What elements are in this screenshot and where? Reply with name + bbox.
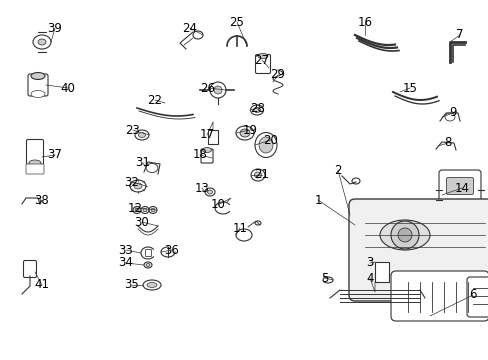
Bar — [207, 130, 218, 144]
Text: 1: 1 — [314, 194, 321, 207]
Ellipse shape — [130, 180, 146, 192]
Text: 31: 31 — [135, 157, 150, 170]
FancyBboxPatch shape — [466, 277, 488, 317]
Text: 5: 5 — [321, 271, 328, 284]
Text: 14: 14 — [453, 181, 468, 194]
Text: 21: 21 — [254, 168, 269, 181]
FancyBboxPatch shape — [438, 170, 480, 216]
Text: 23: 23 — [125, 123, 140, 136]
Ellipse shape — [31, 90, 45, 98]
Ellipse shape — [147, 283, 157, 288]
Ellipse shape — [38, 39, 46, 45]
Text: 29: 29 — [270, 68, 285, 81]
FancyBboxPatch shape — [348, 199, 488, 301]
Text: 32: 32 — [124, 175, 139, 189]
Ellipse shape — [379, 220, 429, 250]
FancyBboxPatch shape — [23, 261, 37, 278]
Ellipse shape — [151, 208, 155, 212]
Ellipse shape — [250, 105, 263, 115]
FancyBboxPatch shape — [28, 74, 48, 96]
Ellipse shape — [133, 207, 141, 213]
Text: 19: 19 — [242, 123, 257, 136]
Ellipse shape — [254, 132, 276, 158]
Ellipse shape — [29, 160, 41, 166]
Text: 26: 26 — [200, 81, 215, 94]
Bar — [374, 262, 388, 282]
Text: 20: 20 — [263, 134, 278, 147]
Text: 16: 16 — [357, 15, 372, 28]
Text: 7: 7 — [455, 28, 463, 41]
Ellipse shape — [202, 148, 211, 153]
FancyBboxPatch shape — [26, 139, 43, 165]
Ellipse shape — [236, 126, 253, 140]
Ellipse shape — [143, 262, 152, 268]
Text: 12: 12 — [127, 202, 142, 215]
Ellipse shape — [142, 208, 147, 212]
Text: 35: 35 — [124, 279, 139, 292]
Text: 17: 17 — [199, 129, 214, 141]
Ellipse shape — [142, 280, 161, 290]
Text: 8: 8 — [444, 136, 451, 149]
Ellipse shape — [253, 108, 260, 112]
Circle shape — [209, 82, 225, 98]
Ellipse shape — [149, 207, 157, 213]
Ellipse shape — [141, 207, 149, 213]
Text: 22: 22 — [147, 94, 162, 107]
Circle shape — [390, 221, 418, 249]
Ellipse shape — [323, 277, 332, 283]
Ellipse shape — [351, 178, 359, 184]
Text: 34: 34 — [118, 256, 133, 270]
FancyBboxPatch shape — [390, 271, 488, 321]
Ellipse shape — [193, 31, 203, 39]
Ellipse shape — [134, 183, 142, 189]
Text: 33: 33 — [119, 243, 133, 256]
Text: 27: 27 — [254, 54, 269, 67]
Text: 4: 4 — [366, 271, 373, 284]
Text: 18: 18 — [192, 148, 207, 162]
Text: 38: 38 — [35, 194, 49, 207]
Text: 9: 9 — [448, 107, 456, 120]
Ellipse shape — [138, 132, 145, 138]
FancyBboxPatch shape — [446, 177, 472, 194]
Text: 30: 30 — [134, 216, 149, 229]
Text: 25: 25 — [229, 15, 244, 28]
FancyBboxPatch shape — [26, 164, 44, 174]
Ellipse shape — [250, 169, 264, 181]
Circle shape — [397, 228, 411, 242]
Text: 36: 36 — [164, 243, 179, 256]
Text: 39: 39 — [47, 22, 62, 35]
FancyBboxPatch shape — [145, 249, 151, 256]
Ellipse shape — [33, 35, 51, 49]
Text: 11: 11 — [232, 221, 247, 234]
Ellipse shape — [204, 188, 215, 196]
Circle shape — [214, 86, 222, 94]
Text: 40: 40 — [61, 81, 75, 94]
Ellipse shape — [254, 172, 261, 178]
Ellipse shape — [146, 264, 150, 266]
Text: 41: 41 — [35, 279, 49, 292]
Text: 3: 3 — [366, 256, 373, 270]
Text: 24: 24 — [182, 22, 197, 35]
Text: 10: 10 — [210, 198, 225, 211]
Text: 37: 37 — [47, 148, 62, 162]
Ellipse shape — [258, 54, 267, 58]
Text: 28: 28 — [250, 102, 265, 114]
Ellipse shape — [240, 129, 249, 137]
FancyBboxPatch shape — [201, 149, 213, 163]
Ellipse shape — [135, 130, 149, 140]
Text: 6: 6 — [468, 288, 476, 302]
Ellipse shape — [31, 72, 45, 80]
Ellipse shape — [254, 221, 261, 225]
Text: 2: 2 — [334, 163, 341, 176]
Ellipse shape — [259, 137, 272, 153]
Ellipse shape — [207, 190, 212, 194]
Ellipse shape — [236, 229, 251, 241]
Text: 13: 13 — [194, 181, 209, 194]
Ellipse shape — [135, 208, 139, 212]
FancyBboxPatch shape — [255, 54, 270, 73]
Text: 15: 15 — [402, 81, 417, 94]
